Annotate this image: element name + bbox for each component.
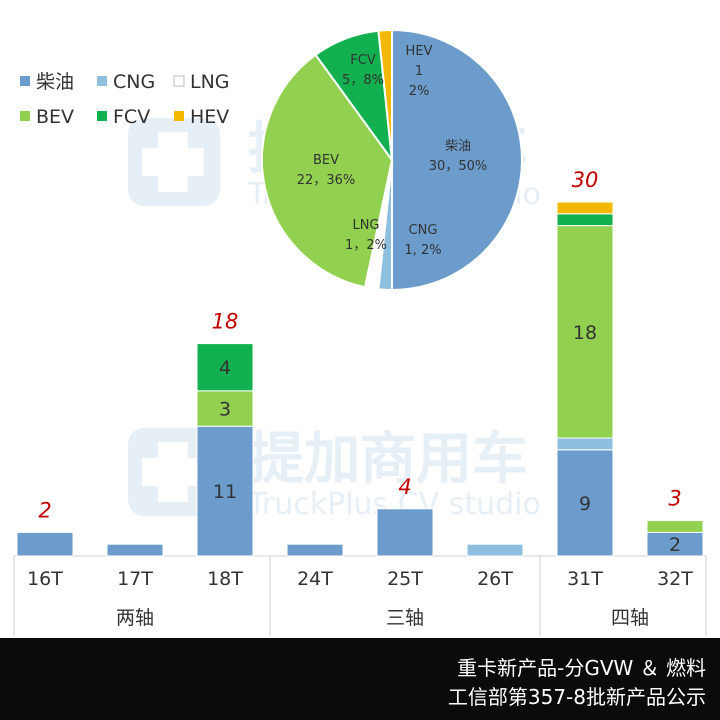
legend-label: BEV [36, 106, 74, 128]
pie-label-line: BEV [313, 153, 339, 168]
category-tick-label: 32T [657, 568, 693, 590]
category-tick-label: 17T [117, 568, 153, 590]
bar-segment [556, 201, 614, 215]
watermark-brand: 提加商用车 [248, 427, 528, 492]
footer-title: 重卡新产品-分GVW ＆ 燃料 [457, 656, 706, 680]
bar-segment [556, 225, 614, 439]
pie-slice-label: FCV 5，8% [342, 53, 384, 88]
pie-label-line: 柴油 [445, 139, 471, 154]
pie-slice-label: CNG 1, 2% [404, 223, 441, 258]
legend-swatch [97, 111, 107, 121]
watermark-logo-cross-v [158, 132, 188, 192]
legend-label: LNG [190, 71, 230, 93]
category-tick-label: 31T [567, 568, 603, 590]
watermark-logo-cross-h [142, 458, 204, 486]
pie-label-line: FCV [350, 53, 376, 68]
total-label: 3 [668, 487, 681, 511]
legend-swatch [97, 76, 107, 86]
legend-label: 柴油 [36, 71, 74, 93]
legend: 柴油 CNG LNG BEV FCV HEV [20, 71, 230, 128]
group-label: 三轴 [386, 607, 424, 629]
category-tick-label: 16T [27, 568, 63, 590]
bar-segment [196, 343, 254, 392]
legend-swatch [173, 75, 185, 87]
pie-slice [261, 53, 394, 289]
pie-chart: 柴油 30，50% CNG 1, 2% LNG 1，2% BEV 22，36% FCV 5，8% H… [261, 28, 523, 292]
bar-segment [556, 213, 614, 227]
bar-segment [466, 543, 524, 557]
legend-swatch [174, 111, 184, 121]
total-label: 18 [212, 310, 239, 334]
footer-subtitle: 工信部第357-8批新产品公示 [447, 685, 706, 709]
legend-label: FCV [113, 106, 150, 128]
pie-label-line: 5，8% [342, 73, 384, 88]
watermark-logo-icon [128, 118, 220, 206]
legend-label: CNG [113, 71, 155, 93]
legend-label: HEV [190, 106, 229, 128]
pie-label-line: 1 [415, 64, 423, 79]
legend-item: FCV [97, 106, 150, 128]
legend-swatch [20, 111, 30, 121]
pie-label-line: 2% [409, 84, 430, 99]
category-axis: 两轴 三轴 四轴 16T 17T 18T 24T 25T 26T 31T 32T [13, 555, 707, 636]
group-label: 两轴 [116, 607, 154, 629]
pie-label-line: 1, 2% [404, 243, 441, 258]
stacked-bars: 2 11 3 4 18 4 9 18 30 2 3 [16, 168, 704, 557]
legend-item: LNG [173, 71, 230, 93]
total-label: 4 [398, 475, 411, 499]
pie-slice [377, 28, 393, 161]
category-tick-label: 25T [387, 568, 423, 590]
pie-label-line: 22，36% [297, 173, 355, 188]
pie-label-line: 30，50% [429, 159, 487, 174]
bar-segment [106, 543, 164, 557]
legend-item: BEV [20, 106, 74, 128]
segment-label: 18 [573, 322, 597, 344]
footer-banner: 重卡新产品-分GVW ＆ 燃料 工信部第357-8批新产品公示 [0, 638, 720, 720]
watermark-logo-cross-h [142, 148, 204, 176]
legend-swatch [20, 76, 30, 86]
segment-label: 9 [579, 493, 591, 515]
pie-label-line: LNG [352, 218, 379, 233]
bar-segment [376, 508, 434, 557]
bar-segment [286, 543, 344, 557]
segment-label: 3 [219, 399, 231, 421]
pie-slice-label: BEV 22，36% [297, 153, 355, 188]
category-tick-label: 24T [297, 568, 333, 590]
bar-segment [196, 390, 254, 427]
segment-label: 11 [213, 481, 237, 503]
pie-slice [391, 28, 523, 292]
bar-segment [556, 437, 614, 451]
pie-slice-label: HEV 1 2% [406, 44, 433, 99]
bar-segment [646, 520, 704, 533]
total-label: 30 [572, 168, 599, 192]
pie-slice-label: LNG 1，2% [345, 218, 387, 253]
watermark-logo-cross-v [158, 442, 188, 502]
segment-label: 4 [219, 357, 231, 379]
legend-item: CNG [97, 71, 155, 93]
legend-item: 柴油 [20, 71, 74, 93]
total-label: 2 [38, 498, 51, 522]
pie-label-line: CNG [409, 223, 438, 238]
pie-label-line: 1，2% [345, 238, 387, 253]
bar-segment [16, 531, 74, 557]
category-tick-label: 26T [477, 568, 513, 590]
bar-segment [556, 449, 614, 557]
category-tick-label: 18T [207, 568, 243, 590]
pie-slice-label: 柴油 30，50% [429, 139, 487, 174]
segment-label: 2 [669, 534, 681, 556]
bar-segment [196, 425, 254, 557]
legend-item: HEV [174, 106, 229, 128]
pie-label-line: HEV [406, 44, 433, 59]
group-label: 四轴 [611, 607, 649, 629]
